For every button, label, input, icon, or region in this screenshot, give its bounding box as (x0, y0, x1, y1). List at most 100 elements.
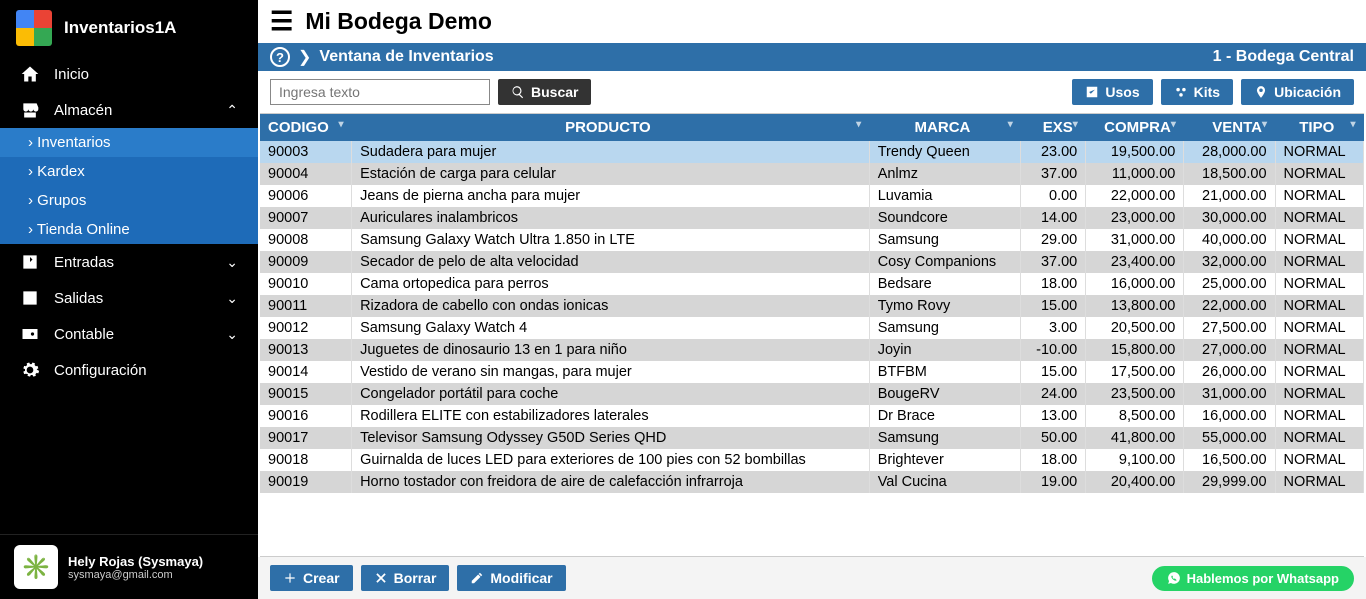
table-row[interactable]: 90019Horno tostador con freidora de aire… (260, 471, 1364, 493)
col-codigo[interactable]: CODIGO▾ (260, 114, 352, 141)
table-row[interactable]: 90014Vestido de verano sin mangas, para … (260, 361, 1364, 383)
cell-compra: 19,500.00 (1086, 141, 1184, 163)
cell-producto: Vestido de verano sin mangas, para mujer (352, 361, 870, 383)
store-icon (20, 100, 40, 120)
sub-tienda[interactable]: › Tienda Online (0, 215, 258, 244)
table-row[interactable]: 90008Samsung Galaxy Watch Ultra 1.850 in… (260, 229, 1364, 251)
table-row[interactable]: 90006Jeans de pierna ancha para mujerLuv… (260, 185, 1364, 207)
nav-almacen[interactable]: Almacén ⌃ (0, 92, 258, 128)
location-icon (1254, 85, 1268, 99)
table-row[interactable]: 90007Auriculares inalambricosSoundcore14… (260, 207, 1364, 229)
chevron-down-icon: ⌄ (226, 326, 238, 343)
crear-button[interactable]: Crear (270, 565, 353, 591)
cell-marca: BTFBM (869, 361, 1021, 383)
borrar-button[interactable]: Borrar (361, 565, 450, 591)
cell-compra: 22,000.00 (1086, 185, 1184, 207)
cell-codigo: 90013 (260, 339, 352, 361)
col-venta[interactable]: VENTA▾ (1184, 114, 1275, 141)
table-row[interactable]: 90017Televisor Samsung Odyssey G50D Seri… (260, 427, 1364, 449)
col-compra[interactable]: COMPRA▾ (1086, 114, 1184, 141)
nav-contable[interactable]: Contable ⌄ (0, 316, 258, 352)
search-icon (511, 85, 525, 99)
cell-tipo: NORMAL (1275, 295, 1363, 317)
col-tipo[interactable]: TIPO▾ (1275, 114, 1363, 141)
cell-venta: 27,500.00 (1184, 317, 1275, 339)
btn-label: Modificar (490, 570, 552, 586)
cell-tipo: NORMAL (1275, 449, 1363, 471)
cell-marca: Tymo Rovy (869, 295, 1021, 317)
table-row[interactable]: 90009Secador de pelo de alta velocidadCo… (260, 251, 1364, 273)
nav-inicio[interactable]: Inicio (0, 56, 258, 92)
table-row[interactable]: 90018Guirnalda de luces LED para exterio… (260, 449, 1364, 471)
search-input[interactable] (270, 79, 490, 105)
kits-button[interactable]: Kits (1161, 79, 1233, 105)
btn-label: Borrar (394, 570, 437, 586)
user-box[interactable]: ✳️ Hely Rojas (Sysmaya) sysmaya@gmail.co… (0, 534, 258, 599)
sub-kardex[interactable]: › Kardex (0, 157, 258, 186)
whatsapp-button[interactable]: Hablemos por Whatsapp (1152, 566, 1354, 591)
table-row[interactable]: 90016Rodillera ELITE con estabilizadores… (260, 405, 1364, 427)
col-marca[interactable]: MARCA▾ (869, 114, 1021, 141)
table-row[interactable]: 90013Juguetes de dinosaurio 13 en 1 para… (260, 339, 1364, 361)
ubicacion-button[interactable]: Ubicación (1241, 79, 1354, 105)
cell-tipo: NORMAL (1275, 383, 1363, 405)
cell-marca: Brightever (869, 449, 1021, 471)
cell-tipo: NORMAL (1275, 251, 1363, 273)
btn-label: Hablemos por Whatsapp (1187, 571, 1339, 586)
user-email: sysmaya@gmail.com (68, 569, 203, 581)
table-row[interactable]: 90011Rizadora de cabello con ondas ionic… (260, 295, 1364, 317)
cell-marca: Joyin (869, 339, 1021, 361)
cell-venta: 32,000.00 (1184, 251, 1275, 273)
close-icon (374, 571, 388, 585)
cell-codigo: 90015 (260, 383, 352, 405)
hamburger-icon[interactable]: ☰ (270, 6, 293, 37)
table-header-row: CODIGO▾ PRODUCTO▾ MARCA▾ EXS▾ COMPRA▾ VE… (260, 114, 1364, 141)
brand-logo-icon (16, 10, 52, 46)
chevron-down-icon: ⌄ (226, 290, 238, 307)
nav-entradas[interactable]: Entradas ⌄ (0, 244, 258, 280)
cell-tipo: NORMAL (1275, 185, 1363, 207)
main: ☰ Mi Bodega Demo ? ❯ Ventana de Inventar… (258, 0, 1366, 599)
usos-button[interactable]: Usos (1072, 79, 1152, 105)
gear-icon (20, 360, 40, 380)
table-row[interactable]: 90012Samsung Galaxy Watch 4Samsung3.0020… (260, 317, 1364, 339)
cell-codigo: 90016 (260, 405, 352, 427)
cell-exs: 13.00 (1021, 405, 1086, 427)
cell-marca: Dr Brace (869, 405, 1021, 427)
modificar-button[interactable]: Modificar (457, 565, 565, 591)
cell-venta: 25,000.00 (1184, 273, 1275, 295)
cell-venta: 18,500.00 (1184, 163, 1275, 185)
table-row[interactable]: 90003Sudadera para mujerTrendy Queen23.0… (260, 141, 1364, 163)
cell-exs: 18.00 (1021, 449, 1086, 471)
cell-codigo: 90006 (260, 185, 352, 207)
cell-venta: 22,000.00 (1184, 295, 1275, 317)
nav: Inicio Almacén ⌃ › Inventarios › Kardex … (0, 56, 258, 534)
cell-codigo: 90017 (260, 427, 352, 449)
cell-codigo: 90010 (260, 273, 352, 295)
cell-tipo: NORMAL (1275, 405, 1363, 427)
sort-icon: ▾ (856, 119, 861, 130)
cell-venta: 21,000.00 (1184, 185, 1275, 207)
sub-grupos[interactable]: › Grupos (0, 186, 258, 215)
col-exs[interactable]: EXS▾ (1021, 114, 1086, 141)
help-icon[interactable]: ? (270, 47, 290, 67)
nav-config[interactable]: Configuración (0, 352, 258, 388)
cell-exs: 15.00 (1021, 361, 1086, 383)
nav-salidas[interactable]: Salidas ⌄ (0, 280, 258, 316)
cell-tipo: NORMAL (1275, 361, 1363, 383)
col-producto[interactable]: PRODUCTO▾ (352, 114, 870, 141)
cell-tipo: NORMAL (1275, 317, 1363, 339)
table-row[interactable]: 90004Estación de carga para celularAnlmz… (260, 163, 1364, 185)
table-row[interactable]: 90015Congelador portátil para cocheBouge… (260, 383, 1364, 405)
cell-tipo: NORMAL (1275, 273, 1363, 295)
crumb-title: Ventana de Inventarios (319, 48, 493, 66)
crumb-location: 1 - Bodega Central (1213, 48, 1354, 66)
brand-name: Inventarios1A (64, 18, 176, 38)
sub-label: Kardex (37, 163, 85, 180)
table-wrap[interactable]: CODIGO▾ PRODUCTO▾ MARCA▾ EXS▾ COMPRA▾ VE… (260, 113, 1364, 557)
search-button[interactable]: Buscar (498, 79, 591, 105)
table-row[interactable]: 90010Cama ortopedica para perrosBedsare1… (260, 273, 1364, 295)
sub-inventarios[interactable]: › Inventarios (0, 128, 258, 157)
cell-marca: Soundcore (869, 207, 1021, 229)
cell-codigo: 90007 (260, 207, 352, 229)
